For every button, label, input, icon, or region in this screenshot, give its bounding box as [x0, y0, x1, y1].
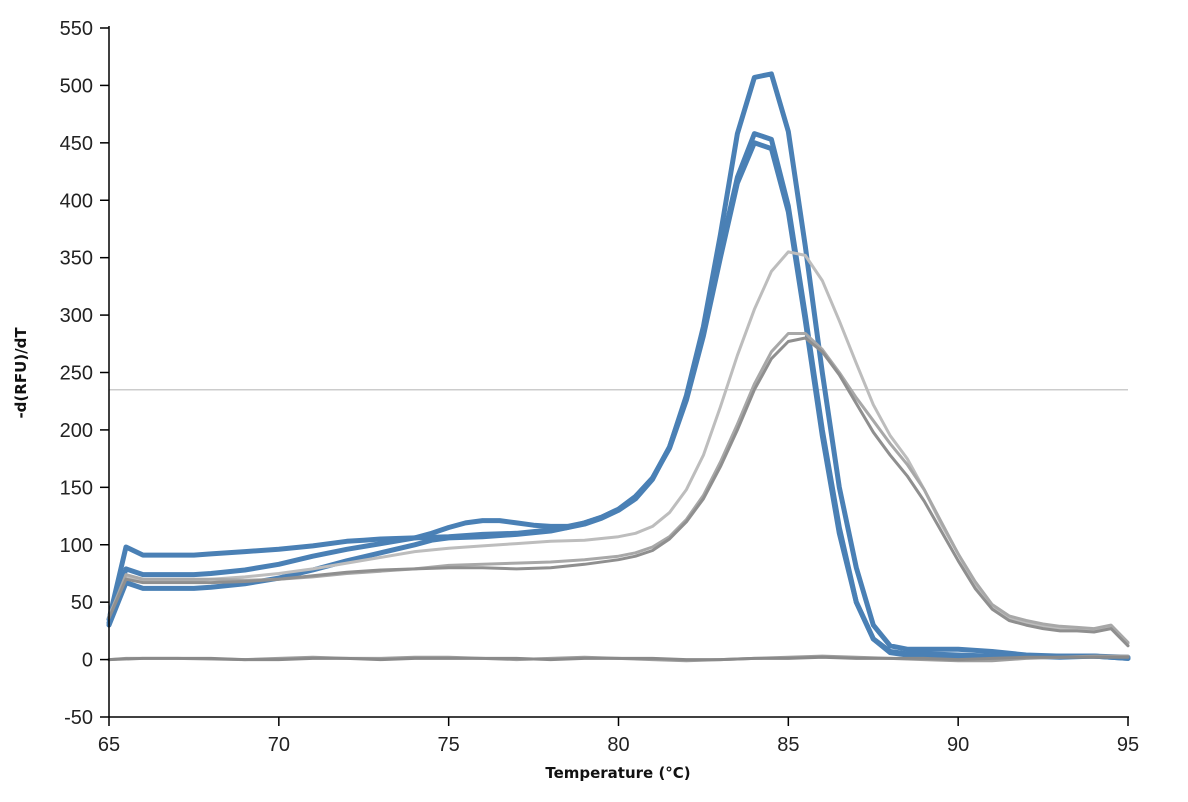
y-axis-title: -d(RFU)/dT — [12, 327, 30, 419]
y-tick-label: 0 — [82, 650, 93, 672]
y-tick-label: 250 — [60, 363, 93, 385]
x-axis-title: Temperature (°C) — [545, 764, 690, 782]
y-tick-label: 300 — [60, 305, 93, 327]
y-tick-label: 550 — [60, 18, 93, 40]
series-line-5 — [107, 332, 1130, 644]
x-tick-label: 95 — [1117, 734, 1139, 756]
x-tick-label: 80 — [607, 734, 629, 756]
axes-layer: -50 0 50 100 150 200 250 300 350 400 450 500 550 65 70… — [60, 18, 1140, 756]
x-tick-label: 75 — [438, 734, 460, 756]
series-line-8 — [107, 655, 1130, 662]
y-tick-label: 400 — [60, 190, 93, 212]
x-tick-label: 90 — [947, 734, 969, 756]
y-tick-label: 450 — [60, 133, 93, 155]
y-tick-label: 150 — [60, 477, 93, 499]
y-tick-label: 100 — [60, 535, 93, 557]
y-tick-label: 500 — [60, 75, 93, 97]
x-tick-label: 65 — [98, 734, 120, 756]
series-line-3 — [106, 140, 1131, 660]
x-tick-label: 70 — [268, 734, 290, 756]
y-tick-label: 350 — [60, 248, 93, 270]
series-layer — [106, 71, 1131, 663]
series-line-1 — [106, 71, 1131, 661]
x-tick-label: 85 — [777, 734, 799, 756]
y-tick-label: -50 — [64, 707, 93, 729]
y-tick-label: 50 — [71, 592, 93, 614]
series-line-6 — [107, 336, 1130, 648]
y-tick-label: 200 — [60, 420, 93, 442]
series-line-4 — [107, 250, 1130, 645]
